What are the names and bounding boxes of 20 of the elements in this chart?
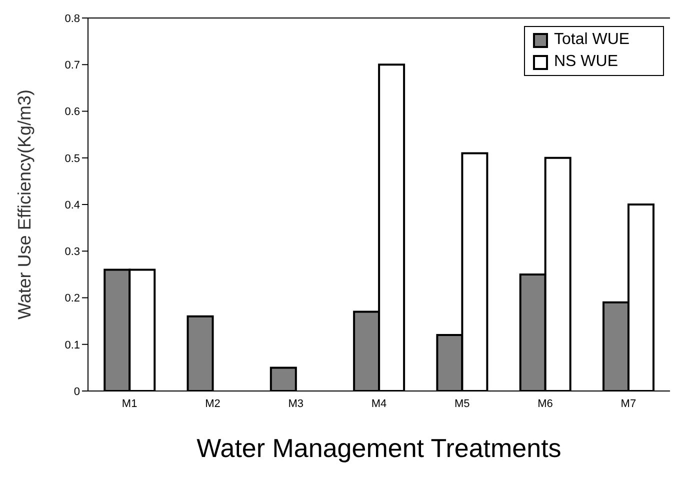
x-tick-label: M6 — [538, 398, 553, 410]
y-tick-label: 0.3 — [64, 246, 80, 258]
x-tick-label: M1 — [122, 398, 138, 410]
y-tick-label: 0.8 — [64, 12, 80, 25]
y-tick-label: 0 — [74, 386, 80, 398]
x-tick-label: M2 — [205, 398, 220, 410]
legend-label: Total WUE — [554, 30, 630, 50]
y-tick-label: 0.1 — [64, 339, 80, 352]
x-tick-label: M4 — [371, 398, 387, 410]
y-axis-title: Water Use Efficiency(Kg/m3) — [14, 89, 34, 320]
y-tick-label: 0.7 — [64, 60, 80, 72]
x-tick-label: M7 — [620, 398, 636, 410]
x-tick-label: M3 — [288, 398, 304, 410]
y-tick-label: 0.6 — [64, 106, 80, 118]
x-axis-title: Water Management Treatments — [196, 433, 562, 463]
x-tick-label: M5 — [454, 398, 470, 410]
y-tick-label: 0.2 — [64, 292, 80, 305]
legend-label: NS WUE — [554, 52, 618, 72]
y-tick-label: 0.4 — [64, 199, 80, 212]
y-tick-label: 0.5 — [64, 152, 80, 165]
